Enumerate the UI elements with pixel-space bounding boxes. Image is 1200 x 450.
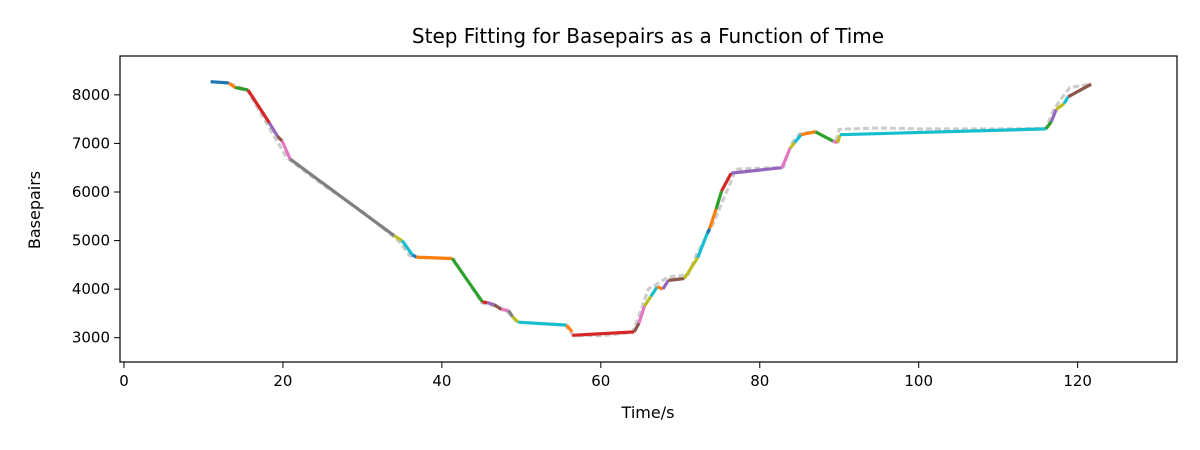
step-segment-18	[507, 309, 514, 318]
plot-frame	[119, 55, 1178, 363]
step-segment-12	[416, 255, 453, 261]
step-segment-7	[280, 140, 292, 160]
step-segment-21	[565, 324, 574, 333]
step-segment-6	[276, 134, 284, 143]
step-segment-13	[450, 257, 484, 303]
step-segment-44	[839, 127, 1046, 137]
step-segment-49	[1067, 82, 1092, 99]
step-segment-1	[210, 80, 230, 85]
y-tick-label: 4000	[72, 280, 110, 298]
step-segment-11	[411, 253, 418, 259]
step-segment-32	[705, 227, 712, 235]
step-segment-17	[501, 307, 509, 313]
step-segment-27	[656, 285, 664, 291]
step-segment-47	[1055, 102, 1066, 111]
step-segment-25	[643, 295, 653, 307]
y-tick-label: 8000	[72, 86, 110, 104]
step-segment-48	[1062, 95, 1070, 105]
step-segment-15	[486, 301, 495, 307]
chart-title: Step Fitting for Basepairs as a Function…	[412, 24, 884, 48]
step-segment-14	[482, 300, 488, 305]
x-axis-title: Time/s	[621, 403, 675, 422]
y-axis: 3000 4000 5000 6000 7000 8000	[72, 86, 120, 347]
step-segment-26	[649, 285, 659, 298]
step-segment-46	[1049, 108, 1058, 123]
step-segment-45	[1044, 120, 1053, 130]
x-tick-label: 20	[273, 372, 292, 390]
y-tick-label: 3000	[72, 329, 110, 347]
x-tick-label: 60	[591, 372, 610, 390]
y-tick-label: 7000	[72, 134, 110, 152]
step-segment-9	[393, 234, 403, 242]
raw-trace	[211, 80, 1090, 338]
step-segment-19	[511, 315, 520, 324]
x-tick-label: 120	[1063, 372, 1092, 390]
step-segment-20	[518, 320, 567, 327]
step-segment-4	[246, 89, 271, 124]
x-tick-label: 40	[432, 372, 451, 390]
x-tick-label: 100	[904, 372, 933, 390]
step-segment-36	[731, 166, 783, 175]
x-tick-label: 80	[750, 372, 769, 390]
step-segment-24	[637, 305, 647, 324]
step-segment-22	[572, 330, 635, 337]
y-tick-label: 6000	[72, 183, 110, 201]
step-segment-37	[780, 147, 792, 169]
step-segment-33	[708, 208, 718, 229]
step-segment-30	[682, 256, 700, 280]
x-tick-label: 0	[119, 372, 129, 390]
step-segment-38	[788, 141, 796, 150]
step-segment-8	[289, 157, 396, 237]
step-segment-16	[493, 303, 503, 311]
step-segment-5	[268, 122, 279, 137]
y-axis-title: Basepairs	[25, 171, 44, 249]
step-segment-28	[661, 279, 670, 290]
step-segment-39	[793, 133, 803, 144]
step-segment-29	[668, 276, 685, 282]
step-segment-3	[234, 86, 249, 92]
x-axis: 0 20 40 60 80 100 120	[119, 362, 1092, 390]
step-segment-23	[632, 322, 641, 333]
series-layer	[210, 80, 1092, 337]
step-segment-31	[696, 232, 709, 259]
step-segment-35	[720, 172, 733, 192]
y-tick-label: 5000	[72, 232, 110, 250]
raw-data-layer	[211, 80, 1090, 338]
step-segment-40	[800, 130, 816, 137]
step-segment-34	[714, 190, 724, 210]
step-segment-43	[836, 134, 842, 144]
step-segment-41	[814, 130, 834, 143]
step-segment-10	[400, 239, 414, 257]
